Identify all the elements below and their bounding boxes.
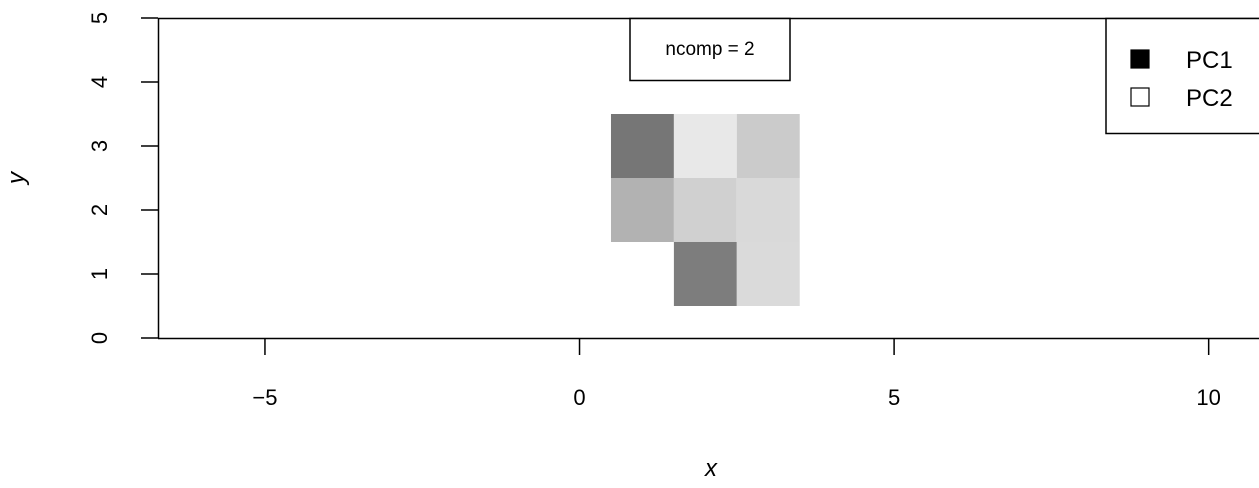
y-tick-label-4: 4: [87, 76, 112, 88]
y-axis: 0 1 2 3 4 5: [87, 12, 158, 344]
heatmap-cell-2: [736, 114, 800, 178]
legend-label-pc1: PC1: [1186, 47, 1233, 74]
legend-swatch-pc1: [1130, 49, 1150, 69]
heatmap-cell-0: [610, 114, 674, 178]
y-tick-label-2: 2: [87, 204, 112, 216]
annotation-frame: [629, 17, 791, 82]
x-tick-label-0: −5: [252, 385, 277, 410]
legend-swatch-pc2: [1130, 87, 1150, 107]
legend-label-pc2: PC2: [1186, 85, 1233, 112]
y-tick-label-5: 5: [87, 12, 112, 24]
legend-frame: [1105, 17, 1259, 135]
heatmap-cell-3: [610, 178, 674, 242]
annotation-box: ncomp = 2: [629, 17, 791, 82]
legend: PC1 PC2: [1105, 17, 1259, 135]
x-tick-label-3: 10: [1196, 385, 1220, 410]
heatmap-cells: [610, 114, 800, 306]
y-axis-title: y: [3, 170, 30, 186]
heatmap-cell-4: [673, 178, 737, 242]
annotation-text: ncomp = 2: [665, 39, 754, 60]
heatmap-cell-1: [673, 114, 737, 178]
x-tick-label-2: 5: [888, 385, 900, 410]
y-tick-label-0: 0: [87, 332, 112, 344]
heatmap-cell-6: [673, 242, 737, 306]
y-tick-label-1: 1: [87, 268, 112, 280]
x-tick-label-1: 0: [573, 385, 585, 410]
y-tick-label-3: 3: [87, 140, 112, 152]
x-axis: −5 0 5 10: [252, 338, 1221, 410]
heatmap-cell-5: [736, 178, 800, 242]
x-axis-title: x: [704, 455, 718, 482]
heatmap-cell-7: [736, 242, 800, 306]
